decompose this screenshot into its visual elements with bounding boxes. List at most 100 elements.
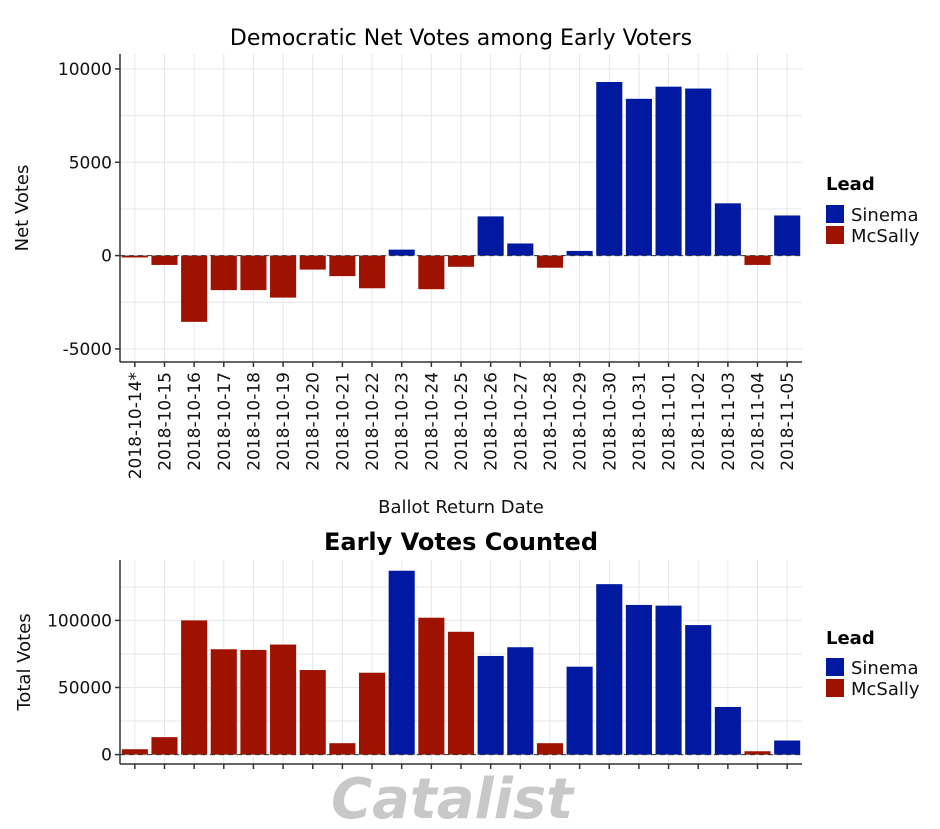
- net-votes-x-tick-label: 2018-11-01: [660, 372, 680, 471]
- net-votes-bar-2018-10-28: [536, 255, 564, 268]
- net-votes-x-tick-label: 2018-10-25: [452, 372, 472, 471]
- net-votes-x-tick-label: 2018-10-26: [482, 372, 502, 471]
- net-votes-bar-2018-10-26: [477, 216, 504, 256]
- net-votes-bar-2018-10-29: [566, 250, 593, 256]
- early-votes-bar-2018-11-03: [714, 706, 741, 755]
- net-votes-x-tick-labels: 2018-10-14* 2018-10-15 2018-10-16 2018-10-1…: [126, 372, 798, 479]
- legend-label-mcsally: McSally: [851, 226, 920, 247]
- net-votes-x-tick-label: 2018-10-14*: [126, 372, 146, 479]
- net-votes-bar-2018-11-02: [685, 88, 712, 256]
- net-votes-bar-2018-10-25: [447, 255, 475, 267]
- early-votes-bar-2018-10-28: [536, 743, 564, 755]
- early-votes-y-tick-label: 100000: [47, 611, 112, 631]
- early-votes-bars: [121, 570, 801, 755]
- early-votes-y-axis-title: Total Votes: [14, 613, 35, 711]
- early-votes-bar-2018-10-23: [388, 570, 415, 755]
- net-votes-bar-2018-10-19: [270, 255, 297, 298]
- net-votes-x-tick-label: 2018-10-16: [185, 372, 205, 471]
- net-votes-bar-2018-11-04: [744, 255, 771, 265]
- net-votes-y-tick-label: -5000: [63, 340, 112, 360]
- legend-swatch-mcsally-2: [826, 679, 844, 697]
- net-votes-x-tick-label: 2018-10-27: [511, 372, 531, 471]
- net-votes-bar-2018-10-23: [388, 249, 415, 256]
- net-votes-x-tick-label: 2018-10-23: [393, 372, 413, 471]
- early-votes-bar-2018-10-22: [358, 672, 386, 755]
- early-votes-y-tick-label: 50000: [58, 679, 112, 699]
- legend-label-mcsally-2: McSally: [851, 679, 920, 700]
- net-votes-bar-2018-10-27: [507, 243, 534, 256]
- early-votes-bar-2018-10-19: [270, 644, 297, 755]
- early-votes-bar-2018-10-21: [329, 743, 356, 755]
- catalist-watermark-logo: Catalist: [331, 767, 575, 829]
- net-votes-chart: Democratic Net Votes among Early Voters …: [12, 26, 802, 518]
- legend-label-sinema: Sinema: [851, 205, 918, 226]
- early-votes-bar-2018-10-14: [121, 749, 148, 755]
- early-votes-bar-2018-10-24: [418, 617, 445, 755]
- net-votes-x-axis-title: Ballot Return Date: [378, 497, 544, 518]
- net-votes-y-axis-title: Net Votes: [12, 165, 33, 252]
- net-votes-bars: [121, 82, 801, 322]
- early-votes-legend: Lead Sinema McSally: [826, 628, 920, 700]
- early-votes-y-tick-label: 0: [101, 746, 112, 766]
- legend-label-sinema-2: Sinema: [851, 658, 918, 679]
- early-votes-axes: [115, 560, 802, 769]
- early-votes-bar-2018-10-16: [181, 620, 208, 755]
- net-votes-legend: Lead Sinema McSally: [826, 174, 920, 247]
- early-votes-legend-title: Lead: [826, 628, 875, 649]
- early-votes-bar-2018-10-25: [447, 631, 475, 755]
- legend-swatch-sinema-2: [826, 658, 844, 676]
- net-votes-bar-2018-10-20: [299, 255, 326, 270]
- early-votes-bar-2018-10-26: [477, 655, 504, 755]
- net-votes-axes: [115, 54, 802, 367]
- net-votes-bar-2018-10-18: [240, 255, 267, 291]
- early-votes-bar-2018-10-31: [625, 604, 652, 755]
- net-votes-x-tick-label: 2018-11-04: [749, 372, 769, 471]
- net-votes-x-tick-label: 2018-10-30: [600, 372, 620, 471]
- net-votes-x-tick-label: 2018-10-24: [422, 372, 442, 471]
- net-votes-legend-title: Lead: [826, 174, 875, 195]
- net-votes-x-tick-label: 2018-10-17: [215, 372, 235, 471]
- net-votes-x-tick-label: 2018-10-31: [630, 372, 650, 471]
- net-votes-bar-2018-10-16: [181, 255, 208, 322]
- early-votes-bar-2018-11-02: [685, 625, 712, 755]
- early-votes-bar-2018-10-30: [596, 584, 623, 755]
- net-votes-bar-2018-10-21: [329, 255, 356, 277]
- early-votes-bar-2018-10-27: [507, 647, 534, 755]
- net-votes-x-tick-label: 2018-11-05: [778, 372, 798, 471]
- legend-swatch-sinema: [826, 205, 844, 223]
- net-votes-x-tick-label: 2018-10-20: [304, 372, 324, 471]
- early-votes-bar-2018-10-20: [299, 670, 326, 755]
- net-votes-x-tick-label: 2018-10-19: [274, 372, 294, 471]
- net-votes-x-tick-label: 2018-10-22: [363, 372, 383, 471]
- net-votes-x-tick-label: 2018-10-29: [571, 372, 591, 471]
- early-votes-bar-2018-10-18: [240, 649, 267, 755]
- net-votes-chart-title: Democratic Net Votes among Early Voters: [230, 26, 692, 51]
- net-votes-x-tick-label: 2018-10-21: [333, 372, 353, 471]
- early-votes-bar-2018-10-15: [151, 737, 178, 755]
- net-votes-bar-2018-10-15: [151, 255, 178, 265]
- early-votes-y-tick-labels: 0 50000 100000: [47, 611, 112, 765]
- net-votes-x-tick-label: 2018-10-18: [244, 372, 264, 471]
- net-votes-bar-2018-10-30: [596, 82, 623, 256]
- net-votes-bar-2018-10-17: [210, 255, 237, 291]
- legend-swatch-mcsally: [826, 226, 844, 244]
- net-votes-bar-2018-10-31: [625, 98, 652, 256]
- net-votes-y-tick-label: 5000: [69, 153, 112, 173]
- net-votes-bar-2018-11-01: [655, 86, 682, 256]
- net-votes-bar-2018-11-03: [714, 203, 741, 256]
- net-votes-x-tick-label: 2018-10-15: [155, 372, 175, 471]
- early-votes-bar-2018-11-01: [655, 605, 682, 755]
- net-votes-y-tick-label: 10000: [58, 60, 112, 80]
- net-votes-x-tick-label: 2018-10-28: [541, 372, 561, 471]
- early-votes-bar-2018-11-05: [774, 740, 801, 755]
- early-votes-chart-title: Early Votes Counted: [324, 528, 598, 556]
- early-votes-bar-2018-11-04: [744, 751, 771, 755]
- net-votes-bar-2018-10-24: [418, 255, 445, 290]
- net-votes-y-tick-labels: -5000 0 5000 10000: [58, 60, 112, 360]
- early-votes-chart: Early Votes Counted 0 50000 100000 Total V…: [14, 528, 802, 769]
- net-votes-x-tick-label: 2018-11-02: [689, 372, 709, 471]
- early-votes-bar-2018-10-29: [566, 666, 593, 755]
- net-votes-bar-2018-10-14: [121, 255, 148, 258]
- early-votes-bar-2018-10-17: [210, 649, 237, 755]
